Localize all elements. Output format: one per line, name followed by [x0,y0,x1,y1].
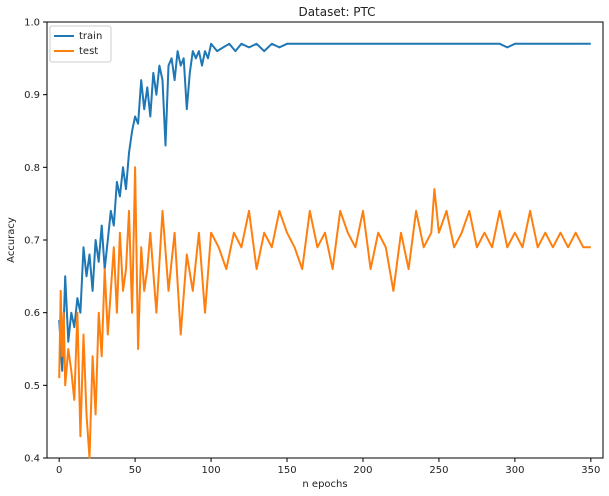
y-tick-label: 1.0 [24,18,40,29]
legend-label-test: test [79,46,98,57]
series-layer [58,42,591,459]
y-tick-label: 0.9 [24,90,40,101]
y-tick-label: 0.8 [24,163,40,174]
legend: train test [49,25,112,63]
chart-title: Dataset: PTC [298,5,375,19]
x-tick-label: 150 [277,465,296,476]
y-tick-label: 0.7 [24,236,40,247]
x-axis: 0 50 100 150 200 250 300 350 [56,458,600,476]
y-tick-label: 0.6 [24,308,40,319]
legend-label-train: train [79,31,102,42]
x-tick-label: 50 [129,465,142,476]
y-axis-label: Accuracy [6,217,17,263]
x-tick-label: 100 [202,465,221,476]
x-tick-label: 0 [56,465,62,476]
x-tick-label: 300 [505,465,524,476]
x-tick-label: 250 [429,465,448,476]
x-axis-label: n epochs [302,479,347,490]
series-line-test [58,166,591,459]
y-axis: 0.4 0.5 0.6 0.7 0.8 0.9 1.0 [24,18,47,465]
x-tick-label: 200 [353,465,372,476]
y-tick-label: 0.5 [24,381,40,392]
y-tick-label: 0.4 [24,454,40,465]
plot-area [46,21,604,459]
x-tick-label: 350 [581,465,600,476]
series-line-train [58,42,591,372]
